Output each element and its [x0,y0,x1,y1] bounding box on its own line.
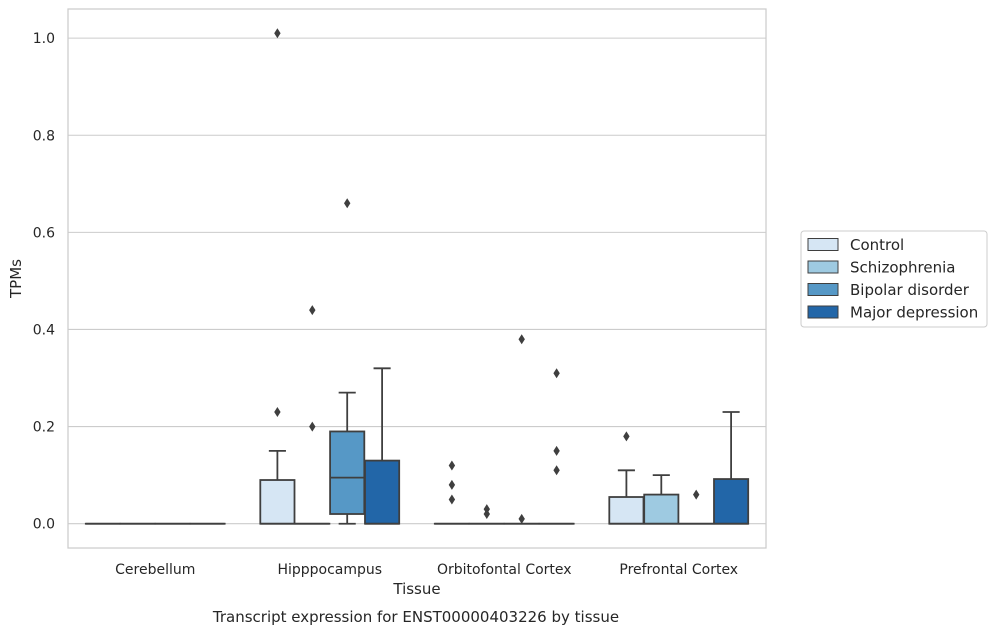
x-tick-labels: Cerebellum Hipppocampus Orbitofontal Corte… [115,562,738,578]
y-tick-label: 1.0 [33,31,55,47]
outlier-point [553,465,560,476]
box-bipolar-disorder [678,489,715,525]
y-axis-label: TPMs [7,259,25,299]
x-axis-label: Tissue [392,580,440,598]
box-bipolar-disorder [503,334,540,525]
x-tick-label: Hipppocampus [277,562,382,578]
box [329,430,366,515]
legend-swatch [807,305,839,319]
legend-swatch [807,260,839,274]
outlier-point [553,368,560,379]
box-schizophrenia [643,474,680,525]
y-tick-label: 0.6 [33,225,55,241]
legend-frame [800,230,988,328]
outlier-point [274,407,281,418]
box-major-depression [713,411,750,525]
box [259,479,296,525]
outlier-point [553,445,560,456]
outlier-point [448,494,456,505]
box-control [433,460,470,525]
plot-frame [67,8,767,549]
box [364,459,401,525]
legend: Control Schizophrenia Bipolar disorder Majo… [800,230,988,328]
outlier-point [309,305,316,316]
chart-title: Transcript expression for ENST0000040322… [212,608,619,626]
legend-swatch [807,283,839,296]
box-schizophrenia [294,305,331,525]
box-major-depression [364,367,401,525]
outlier-point [274,28,281,39]
outlier-point [518,334,525,345]
x-tick-label: Cerebellum [115,562,195,578]
legend-swatch [807,238,839,251]
box [643,493,680,525]
box-schizophrenia [468,504,505,525]
y-tick-label: 0.4 [33,322,55,338]
legend-label: Schizophrenia [850,259,955,277]
y-tick-label: 0.2 [33,420,55,436]
outlier-point [344,198,351,209]
outlier-point [309,421,316,432]
x-tick-label: Prefrontal Cortex [619,562,738,578]
box-control [259,28,296,525]
outlier-point [448,479,456,490]
gridlines [68,37,766,525]
outlier-point [518,513,525,524]
legend-label: Control [850,236,904,254]
boxes [84,28,750,525]
y-tick-label: 0.8 [33,128,55,144]
box-bipolar-disorder [329,198,366,525]
outlier-point [483,504,490,515]
box-control [608,431,645,525]
box-major-depression [538,368,575,525]
y-tick-label: 0.0 [33,517,55,533]
legend-label: Major depression [850,304,978,322]
box [608,496,645,525]
outlier-point [623,431,630,442]
x-tick-label: Orbitofontal Cortex [437,562,572,578]
outlier-point [693,489,700,500]
box [713,478,750,525]
outlier-point [448,460,456,471]
legend-label: Bipolar disorder [850,281,970,299]
y-tick-labels: 0.0 0.2 0.4 0.6 0.8 1.0 [33,31,55,533]
